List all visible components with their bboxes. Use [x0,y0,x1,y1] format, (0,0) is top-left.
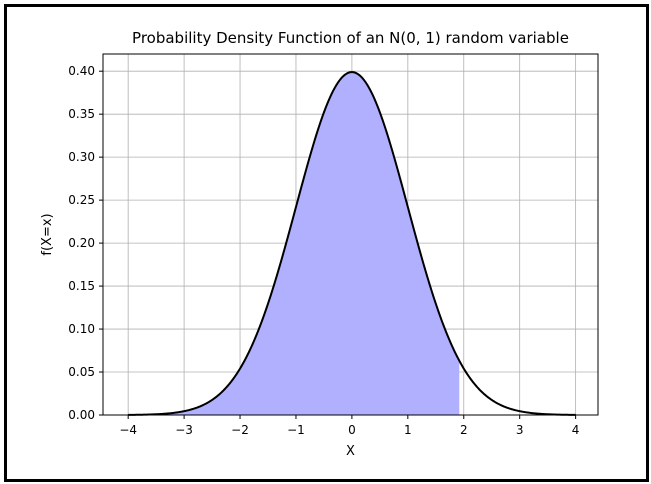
x-tick-label: 0 [348,423,356,437]
x-tick-label: −3 [175,423,193,437]
y-tick-label: 0.40 [68,64,95,78]
y-tick-label: 0.35 [68,107,95,121]
y-tick-label: 0.25 [68,193,95,207]
shaded-area [128,72,460,416]
density-curve [128,71,576,416]
x-axis-ticks: −4 −3 −2 −1 0 1 2 3 4 [119,415,579,437]
x-tick-label: 1 [404,423,412,437]
y-tick-label: 0.30 [68,150,95,164]
y-tick-label: 0.00 [68,408,95,422]
chart-title: Probability Density Function of an N(0, … [132,29,569,47]
y-tick-label: 0.20 [68,236,95,250]
y-tick-label: 0.10 [68,322,95,336]
x-tick-label: −4 [119,423,137,437]
y-axis-label: f(X=x) [40,213,55,255]
x-tick-label: 2 [460,423,468,437]
y-tick-label: 0.15 [68,279,95,293]
x-axis-label: X [346,444,355,459]
x-tick-label: 4 [572,423,580,437]
x-tick-label: −1 [287,423,305,437]
x-tick-label: 3 [516,423,524,437]
y-axis-ticks: 0.00 0.05 0.10 0.15 0.20 0.25 0.30 0.35 0.40 [68,64,103,422]
y-tick-label: 0.05 [68,365,95,379]
plot-border [102,53,599,416]
x-tick-label: −2 [231,423,249,437]
